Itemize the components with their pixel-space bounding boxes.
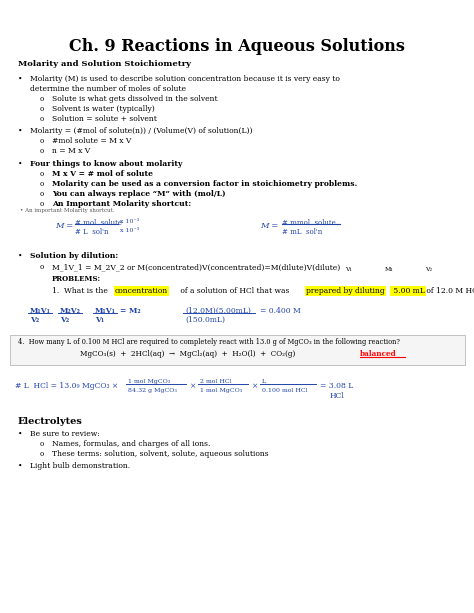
Text: V₁: V₁ [345,267,352,272]
Text: ×: × [252,382,258,390]
Text: Molarity (M) is used to describe solution concentration because it is very easy : Molarity (M) is used to describe solutio… [30,75,340,83]
Text: M =: M = [55,222,73,230]
Text: Molarity and Solution Stoichiometry: Molarity and Solution Stoichiometry [18,60,191,68]
Text: MgCO₃(s)  +  2HCl(aq)  →  MgCl₂(aq)  +  H₂O(l)  +  CO₂(g): MgCO₃(s) + 2HCl(aq) → MgCl₂(aq) + H₂O(l)… [80,350,295,358]
Text: Electrolytes: Electrolytes [18,417,83,426]
Text: x 10⁻³: x 10⁻³ [120,228,139,233]
Text: M₂V₂: M₂V₂ [60,307,81,315]
Text: Molarity = (#mol of solute(n)) / (Volume(V) of solution(L)): Molarity = (#mol of solute(n)) / (Volume… [30,127,253,135]
Text: •: • [18,462,22,470]
Text: #mol solute = M x V: #mol solute = M x V [52,137,131,145]
Text: prepared by diluting: prepared by diluting [306,287,385,295]
Text: o: o [40,170,44,178]
Text: Light bulb demonstration.: Light bulb demonstration. [30,462,130,470]
Text: M₁V₁: M₁V₁ [95,307,116,315]
Text: Solution = solute + solvent: Solution = solute + solvent [52,115,157,123]
Text: = 3.08 L: = 3.08 L [320,382,353,390]
Text: = 0.400 M: = 0.400 M [260,307,301,315]
Text: (12.0M)(5.00mL): (12.0M)(5.00mL) [185,307,251,315]
Text: of a solution of HCl that was: of a solution of HCl that was [178,287,292,295]
Text: o: o [40,147,44,155]
Text: Ch. 9 Reactions in Aqueous Solutions: Ch. 9 Reactions in Aqueous Solutions [69,38,405,55]
Text: determine the number of moles of solute: determine the number of moles of solute [30,85,186,93]
Text: PROBLEMS:: PROBLEMS: [52,275,101,283]
Text: o: o [40,115,44,123]
Text: 4.  How many L of 0.100 M HCl are required to completely react with 13.0 g of Mg: 4. How many L of 0.100 M HCl are require… [18,338,400,346]
Text: Four things to know about molarity: Four things to know about molarity [30,160,182,168]
Text: o: o [40,95,44,103]
Text: L: L [262,379,266,384]
Text: M x V = # mol of solute: M x V = # mol of solute [52,170,153,178]
Text: o: o [40,263,44,271]
Text: You can always replace “M” with (mol/L): You can always replace “M” with (mol/L) [52,190,226,198]
Text: n = M x V: n = M x V [52,147,90,155]
Text: (150.0mL): (150.0mL) [185,316,225,324]
Text: •: • [18,252,22,260]
Text: Molarity can be used as a conversion factor in stoichiometry problems.: Molarity can be used as a conversion fac… [52,180,357,188]
Text: o: o [40,450,44,458]
Text: 2 mol HCl: 2 mol HCl [200,379,232,384]
Text: # L  HCl = 13.0₉ MgCO₃ ×: # L HCl = 13.0₉ MgCO₃ × [15,382,118,390]
Text: ×: × [190,382,196,390]
Text: Names, formulas, and charges of all ions.: Names, formulas, and charges of all ions… [52,440,210,448]
Text: •: • [18,75,22,83]
Text: M_1V_1 = M_2V_2 or M(concentrated)V(concentrated)=M(dilute)V(dilute): M_1V_1 = M_2V_2 or M(concentrated)V(conc… [52,263,340,271]
Text: V₂: V₂ [30,316,39,324]
Text: •: • [18,430,22,438]
Text: Solvent is water (typically): Solvent is water (typically) [52,105,155,113]
Text: • An important Molarity shortcut.: • An important Molarity shortcut. [20,208,115,213]
Text: 0.100 mol HCl: 0.100 mol HCl [262,388,308,393]
Bar [10,335,465,365]
Text: balanced: balanced [360,350,397,358]
Text: Solute is what gets dissolved in the solvent: Solute is what gets dissolved in the sol… [52,95,218,103]
Text: V₁: V₁ [95,316,104,324]
Text: 1 mol MgCO₃: 1 mol MgCO₃ [128,379,170,384]
Text: = M₂: = M₂ [120,307,141,315]
Text: x 10⁻³: x 10⁻³ [120,219,139,224]
Text: o: o [40,137,44,145]
Text: M₁V₁: M₁V₁ [30,307,51,315]
Text: 5.00 mL: 5.00 mL [391,287,425,295]
Text: concentration: concentration [115,287,168,295]
Text: o: o [40,105,44,113]
Text: of 12.0 M HCl to 150.0 mL?: of 12.0 M HCl to 150.0 mL? [424,287,474,295]
Text: o: o [40,440,44,448]
Text: o: o [40,190,44,198]
Text: M₁: M₁ [385,267,394,272]
Text: M =: M = [260,222,278,230]
Text: Be sure to review:: Be sure to review: [30,430,100,438]
Text: Solution by dilution:: Solution by dilution: [30,252,118,260]
Text: o: o [40,200,44,208]
Text: # mmol  solute: # mmol solute [282,219,336,227]
Text: # mol  solute: # mol solute [75,219,122,227]
Text: # L  sol'n: # L sol'n [75,228,109,236]
Text: V₂: V₂ [60,316,69,324]
Text: 84.32 g MgCO₃: 84.32 g MgCO₃ [128,388,177,393]
Text: An Important Molarity shortcut:: An Important Molarity shortcut: [52,200,191,208]
Text: o: o [40,180,44,188]
Text: •: • [18,160,22,168]
Text: HCl: HCl [330,392,345,400]
Text: # mL  sol'n: # mL sol'n [282,228,322,236]
Text: 1.  What is the: 1. What is the [52,287,110,295]
Text: •: • [18,127,22,135]
Text: These terms: solution, solvent, solute, aqueous solutions: These terms: solution, solvent, solute, … [52,450,269,458]
Text: 1 mol MgCO₃: 1 mol MgCO₃ [200,388,242,393]
Text: V₂: V₂ [425,267,432,272]
